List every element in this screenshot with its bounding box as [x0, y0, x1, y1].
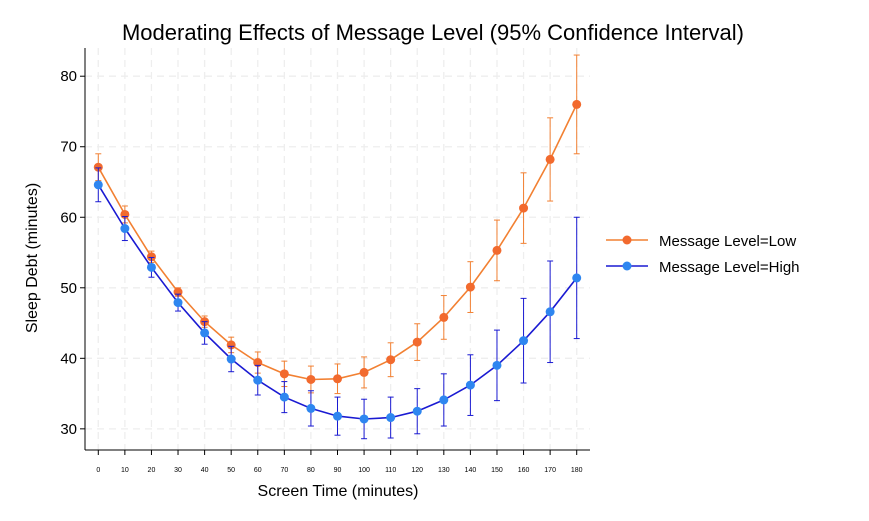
x-tick-label: 50	[227, 467, 235, 474]
data-point	[545, 154, 555, 164]
series	[93, 54, 582, 440]
y-tick-label: 40	[60, 350, 77, 367]
data-point	[93, 180, 103, 190]
x-tick-label: 70	[280, 467, 288, 474]
data-point	[253, 375, 263, 385]
grid	[85, 48, 590, 450]
data-point	[572, 99, 582, 109]
data-point	[572, 273, 582, 283]
series-1	[93, 167, 582, 440]
x-tick-label: 100	[358, 467, 370, 474]
x-tick-label: 160	[518, 467, 530, 474]
legend: Message Level=Low Message Level=High	[606, 233, 800, 276]
x-tick-label: 120	[411, 467, 423, 474]
data-point	[492, 360, 502, 370]
y-tick-label: 30	[60, 421, 77, 438]
data-point	[146, 262, 156, 272]
data-point	[519, 203, 529, 213]
y-tick-label: 80	[60, 68, 77, 85]
chart-title: Moderating Effects of Message Level (95%…	[122, 20, 744, 45]
legend-swatch-marker-high	[622, 261, 632, 271]
data-point	[306, 374, 316, 384]
data-point	[226, 354, 236, 364]
y-axis-label: Sleep Debt (minutes)	[24, 183, 41, 333]
data-point	[492, 245, 502, 255]
data-point	[386, 413, 396, 423]
data-point	[173, 298, 183, 308]
data-point	[465, 380, 475, 390]
data-point	[93, 162, 103, 172]
x-tick-label: 60	[254, 467, 262, 474]
data-point	[439, 395, 449, 405]
y-tick-label: 50	[60, 280, 77, 297]
data-point	[519, 336, 529, 346]
data-point	[146, 252, 156, 262]
data-point	[120, 224, 130, 234]
legend-swatch-marker-low	[622, 235, 632, 245]
y-tick-label: 70	[60, 139, 77, 156]
data-point	[279, 369, 289, 379]
y-tick-label: 60	[60, 209, 77, 226]
x-tick-label: 90	[334, 467, 342, 474]
data-point	[545, 307, 555, 317]
data-point	[333, 411, 342, 421]
data-point	[253, 358, 263, 368]
data-point	[386, 355, 396, 365]
data-point	[412, 406, 422, 416]
x-tick-label: 20	[148, 467, 156, 474]
legend-label-low: Message Level=Low	[659, 233, 796, 250]
x-tick-label: 40	[201, 467, 209, 474]
data-point	[333, 374, 342, 384]
legend-item-low: Message Level=Low	[606, 233, 796, 250]
x-tick-label: 170	[544, 467, 556, 474]
x-tick-label: 180	[571, 467, 583, 474]
data-point	[226, 340, 236, 350]
legend-label-high: Message Level=High	[659, 259, 800, 276]
data-point	[359, 367, 369, 377]
data-point	[439, 312, 449, 322]
data-point	[465, 282, 475, 292]
x-tick-label: 0	[96, 467, 100, 474]
axes: 30 40 50 60 70 80 0 10 20 30 40 50 60 70 80 90 100 110 120…	[60, 48, 590, 474]
x-tick-label: 140	[465, 467, 477, 474]
data-point	[412, 337, 422, 347]
legend-item-high: Message Level=High	[606, 259, 800, 276]
x-axis-label: Screen Time (minutes)	[258, 483, 419, 500]
x-tick-label: 110	[385, 467, 396, 474]
x-tick-label: 150	[491, 467, 503, 474]
x-tick-label: 80	[307, 467, 315, 474]
data-point	[359, 414, 369, 424]
x-tick-label: 10	[121, 467, 129, 474]
data-point	[200, 328, 210, 338]
data-point	[279, 392, 289, 402]
data-point	[306, 403, 316, 413]
x-tick-label: 130	[438, 467, 450, 474]
x-tick-label: 30	[174, 467, 182, 474]
